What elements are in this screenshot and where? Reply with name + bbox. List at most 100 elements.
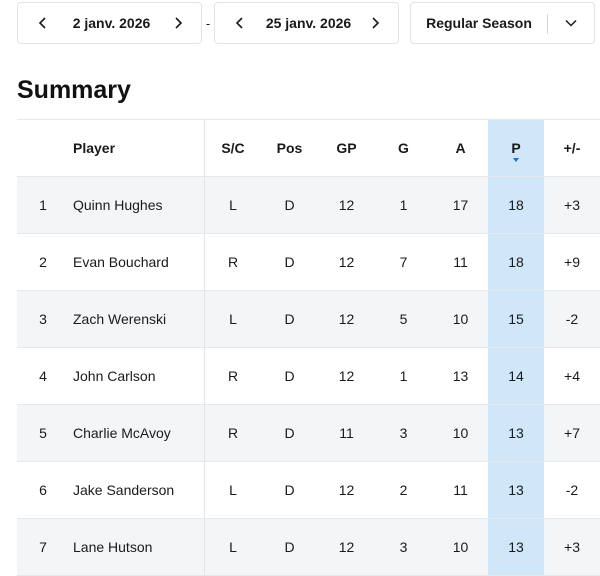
start-date-next-button[interactable] [163, 3, 193, 43]
table-row[interactable]: 4 John Carlson R D 12 1 13 14 +4 [17, 348, 600, 405]
cell-assists: 11 [453, 254, 468, 270]
cell-shoots: L [204, 291, 261, 347]
column-header-games-played[interactable]: GP [336, 140, 357, 156]
cell-plus-minus: -2 [565, 311, 579, 327]
cell-position: D [284, 482, 295, 498]
cell-goals: 2 [399, 482, 408, 498]
column-header-player[interactable]: Player [73, 140, 116, 156]
chevron-left-icon [235, 17, 243, 29]
cell-goals: 3 [399, 539, 408, 555]
sort-desc-icon [513, 158, 519, 162]
cell-plus-minus: +9 [564, 254, 580, 270]
cell-shoots: R [204, 348, 261, 404]
cell-points: 15 [488, 291, 544, 347]
cell-rank: 4 [39, 368, 47, 384]
column-header-points-label: P [511, 140, 521, 156]
table-row[interactable]: 3 Zach Werenski L D 12 5 10 15 -2 [17, 291, 600, 348]
cell-games-played: 12 [338, 311, 355, 327]
cell-assists: 17 [452, 197, 469, 213]
start-date-picker: 2 janv. 2026 [17, 2, 202, 44]
cell-assists: 10 [452, 311, 469, 327]
cell-shoots: R [204, 405, 261, 461]
cell-games-played: 12 [338, 197, 355, 213]
season-dropdown-toggle[interactable] [548, 3, 594, 43]
start-date-prev-button[interactable] [28, 3, 58, 43]
cell-assists: 10 [452, 539, 469, 555]
cell-rank: 3 [39, 311, 47, 327]
cell-position: D [284, 197, 295, 213]
cell-shoots: L [204, 462, 261, 518]
cell-plus-minus: -2 [565, 482, 579, 498]
cell-rank: 6 [39, 482, 47, 498]
table-row[interactable]: 2 Evan Bouchard R D 12 7 11 18 +9 [17, 234, 600, 291]
cell-assists: 13 [452, 368, 469, 384]
column-header-rank [17, 120, 69, 176]
cell-games-played: 12 [338, 539, 355, 555]
column-header-points[interactable]: P [488, 120, 544, 176]
stats-table: Player S/C Pos GP G A P +/- 1 Quinn Hughe… [17, 119, 600, 576]
cell-position: D [284, 254, 295, 270]
end-date-prev-button[interactable] [225, 3, 255, 43]
chevron-left-icon [38, 17, 46, 29]
cell-rank: 7 [39, 539, 47, 555]
end-date-value[interactable]: 25 janv. 2026 [265, 15, 352, 31]
cell-goals: 3 [399, 425, 408, 441]
column-header-assists[interactable]: A [455, 140, 466, 156]
column-header-goals[interactable]: G [398, 140, 409, 156]
cell-goals: 7 [399, 254, 408, 270]
chevron-down-icon [565, 19, 577, 27]
cell-player[interactable]: Charlie McAvoy [73, 425, 171, 441]
column-header-shoots[interactable]: S/C [204, 120, 261, 176]
column-header-plus-minus[interactable]: +/- [563, 140, 581, 156]
cell-shoots: R [204, 234, 261, 290]
cell-plus-minus: +3 [564, 197, 580, 213]
cell-shoots: L [204, 519, 261, 575]
cell-assists: 11 [453, 482, 468, 498]
date-range-separator: - [205, 15, 211, 31]
cell-points: 14 [488, 348, 544, 404]
cell-player[interactable]: Quinn Hughes [73, 197, 163, 213]
cell-games-played: 12 [338, 368, 355, 384]
start-date-value[interactable]: 2 janv. 2026 [72, 15, 151, 31]
season-type-select[interactable]: Regular Season [410, 2, 595, 44]
chevron-right-icon [372, 17, 380, 29]
cell-player[interactable]: Jake Sanderson [73, 482, 175, 498]
table-row[interactable]: 6 Jake Sanderson L D 12 2 11 13 -2 [17, 462, 600, 519]
table-row[interactable]: 7 Lane Hutson L D 12 3 10 13 +3 [17, 519, 600, 576]
cell-position: D [284, 368, 295, 384]
cell-games-played: 12 [338, 254, 355, 270]
cell-rank: 1 [39, 197, 47, 213]
cell-position: D [284, 311, 295, 327]
cell-plus-minus: +7 [564, 425, 580, 441]
end-date-next-button[interactable] [360, 3, 390, 43]
cell-player[interactable]: Zach Werenski [73, 311, 167, 327]
table-row[interactable]: 5 Charlie McAvoy R D 11 3 10 13 +7 [17, 405, 600, 462]
cell-games-played: 12 [338, 482, 355, 498]
column-header-position[interactable]: Pos [276, 140, 303, 156]
cell-position: D [284, 425, 295, 441]
table-header-row: Player S/C Pos GP G A P +/- [17, 119, 600, 177]
page-title: Summary [17, 76, 131, 104]
cell-rank: 2 [39, 254, 47, 270]
end-date-picker: 25 janv. 2026 [214, 2, 399, 44]
cell-points: 13 [488, 462, 544, 518]
select-divider [547, 14, 548, 34]
season-type-value: Regular Season [426, 15, 532, 31]
table-row[interactable]: 1 Quinn Hughes L D 12 1 17 18 +3 [17, 177, 600, 234]
cell-goals: 5 [399, 311, 408, 327]
cell-goals: 1 [399, 197, 408, 213]
cell-goals: 1 [399, 368, 408, 384]
cell-position: D [284, 539, 295, 555]
cell-points: 13 [488, 519, 544, 575]
table-body: 1 Quinn Hughes L D 12 1 17 18 +3 2 Evan Bouchard R D… [17, 177, 600, 576]
cell-player[interactable]: Lane Hutson [73, 539, 153, 555]
cell-player[interactable]: Evan Bouchard [73, 254, 169, 270]
chevron-right-icon [175, 17, 183, 29]
cell-points: 18 [488, 234, 544, 290]
cell-games-played: 11 [339, 425, 354, 441]
cell-player[interactable]: John Carlson [73, 368, 156, 384]
cell-assists: 10 [452, 425, 469, 441]
cell-shoots: L [204, 177, 261, 233]
cell-points: 18 [488, 177, 544, 233]
cell-plus-minus: +4 [564, 368, 580, 384]
